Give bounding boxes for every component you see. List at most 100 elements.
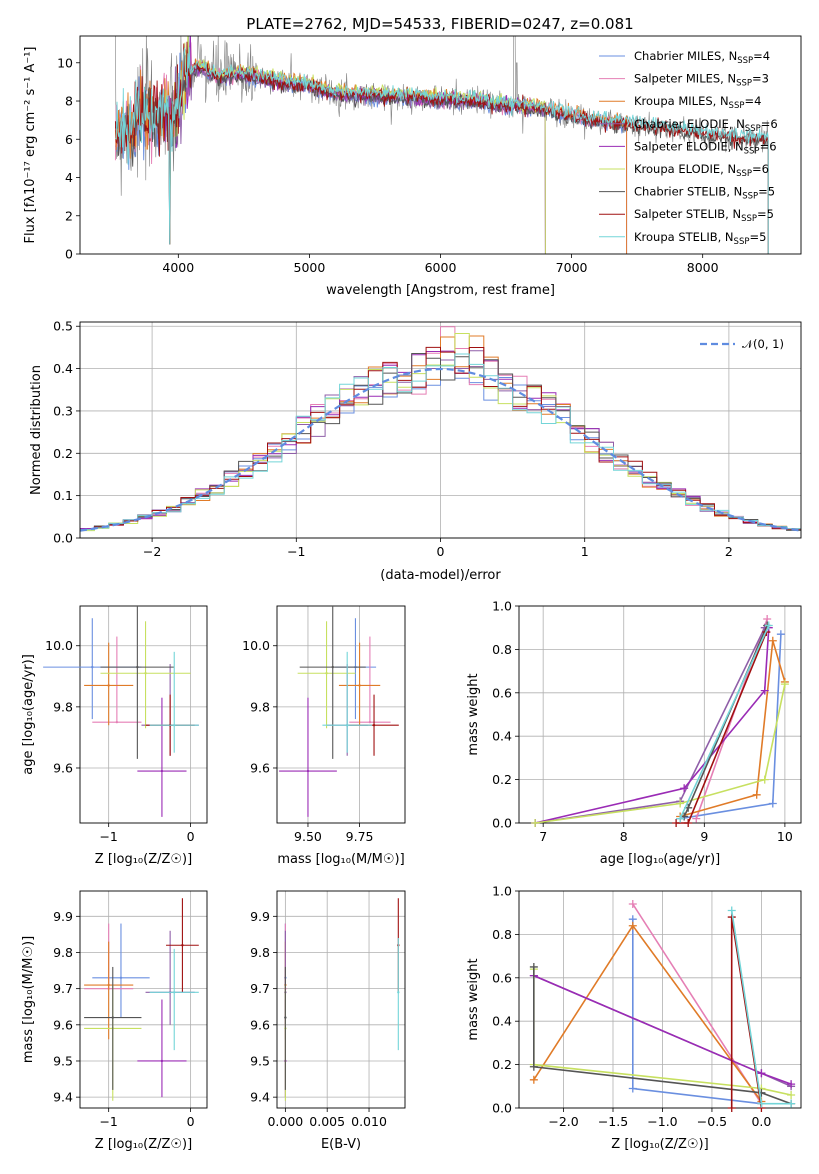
data-point [160,769,164,773]
plus-marker [676,799,685,808]
plus-marker [727,906,736,915]
histogram-salpeter-stelib [80,346,801,530]
y-tick-label: 9.8 [53,945,73,960]
y-tick-label: 9.9 [250,909,270,924]
legend-label: Chabrier MILES, NSSP=4 [634,49,770,66]
plus-marker [760,775,769,784]
y-tick-label: 0.6 [492,970,512,985]
age-vs-metallicity-panel: −1 0 9.6 9.8 10.0 Z [log₁₀(Z/Z☉)] age [log₁₀(a… [21,605,208,867]
x-tick-label: 0.010 [351,1114,387,1129]
y-tick-label: 0.2 [492,772,512,787]
x-tick-label: 9 [700,829,708,844]
plus-marker [529,962,538,971]
x-axis-label: mass [log₁₀(M/M☉)] [277,852,404,867]
plus-marker [680,784,689,793]
x-tick-label: −1 [99,1114,117,1129]
data-point [358,684,361,687]
y-tick-label: 6 [65,132,73,147]
x-tick-label: −2.0 [548,1114,578,1129]
data-point [107,684,110,687]
plus-marker [529,1062,538,1071]
x-tick-label: 0 [437,544,445,559]
model-line-salpeter-elodie [164,36,546,254]
model-line-salpeter-stelib [114,41,769,254]
age-vs-mass-panel: 9.50 9.75 9.6 9.8 10.0 mass [log₁₀(M/M☉)] [242,605,406,867]
y-tick-label: 0.5 [53,319,73,334]
data-point [91,665,94,669]
weight-vs-age-panel: 7 8 9 10 0.0 0.2 0.4 0.6 0.8 1.0 age [log₁₀(age/yr… [466,599,802,867]
legend-label: Salpeter MILES, NSSP=3 [634,72,769,89]
y-tick-label: 1.0 [492,599,512,614]
y-tick-label: 9.7 [53,981,73,996]
plus-marker [768,636,777,645]
y-tick-label: 10.0 [242,638,270,653]
y-tick-label: 2 [65,208,73,223]
y-tick-label: 8 [65,94,73,109]
x-tick-label: 10 [777,829,793,844]
data-point [368,720,372,724]
x-axis-label: Z [log₁₀(Z/Z☉)] [611,1137,708,1152]
legend-label: 𝒩(0, 1) [742,337,784,351]
x-tick-label: 8000 [687,260,719,275]
data-point [325,672,328,675]
x-axis-label: wavelength [Angstrom, rest frame] [326,283,555,298]
plus-marker [787,1099,796,1108]
y-tick-label: 4 [65,170,73,185]
y-tick-label: 9.8 [53,699,73,714]
weight-vs-metallicity-panel: −2.0 −1.5 −1.0 −0.5 0.0 0.0 0.2 0.4 0.6 0.8 1.0 Z [… [466,884,802,1152]
x-tick-label: 0 [187,1114,195,1129]
x-tick-label: 7000 [556,260,588,275]
x-tick-label: 4000 [162,260,194,275]
x-tick-label: −1.0 [647,1114,677,1129]
y-tick-label: 9.5 [53,1053,73,1068]
y-tick-label: 0.1 [53,488,73,503]
y-tick-label: 9.6 [53,760,73,775]
y-tick-label: 0.3 [53,403,73,418]
x-tick-label: −1 [99,829,117,844]
legend-label: Salpeter ELODIE, NSSP=6 [634,139,777,156]
y-tick-label: 9.4 [250,1090,270,1105]
plus-marker [628,1084,637,1093]
y-tick-label: 0.0 [492,1101,512,1116]
legend-label: Kroupa ELODIE, NSSP=6 [634,162,769,179]
weight-line-salpeter-elodie [534,627,770,824]
plus-marker [757,1099,766,1108]
x-tick-label: 0 [187,829,195,844]
x-axis-label: Z [log₁₀(Z/Z☉)] [95,1137,192,1152]
model-line-kroupa-elodie [164,36,546,254]
mass-vs-ebv-panel: 0.000 0.005 0.010 9.4 9.5 9.6 9.7 9.8 9.9 E(B-V) [250,890,406,1152]
x-tick-label: −1.5 [598,1114,628,1129]
axes-frame [518,605,802,824]
x-axis-label: Z [log₁₀(Z/Z☉)] [95,852,192,867]
y-tick-label: 0.6 [492,685,512,700]
data-point [111,1016,114,1019]
gaussian-reference-curve [79,367,802,532]
data-point [345,723,349,727]
axes-frame [79,890,208,1109]
y-axis-label: Normed distribution [29,365,44,495]
x-tick-label: 0.0 [751,1114,771,1129]
y-tick-label: 10 [57,55,73,70]
x-tick-label: 1 [581,544,589,559]
y-tick-label: 9.9 [53,909,73,924]
data-point [284,1016,287,1019]
data-point [107,983,110,987]
plus-marker [787,1090,796,1099]
x-tick-label: 2 [725,544,733,559]
data-point [115,720,119,724]
histogram-kroupa-stelib [80,353,801,531]
plus-marker [672,819,681,827]
plus-marker [628,921,637,930]
y-tick-label: 0.2 [53,446,73,461]
y-tick-label: 0.8 [492,927,512,942]
plus-marker [776,630,785,639]
y-tick-label: 0.2 [492,1057,512,1072]
data-point [144,672,147,675]
data-point [331,665,334,669]
y-tick-label: 9.6 [250,1017,270,1032]
y-tick-label: 0.4 [492,1014,512,1029]
plus-marker [768,799,777,808]
axes-frame [518,890,802,1109]
model-line-kroupa-stelib [115,47,769,254]
y-tick-label: 0.4 [53,361,73,376]
